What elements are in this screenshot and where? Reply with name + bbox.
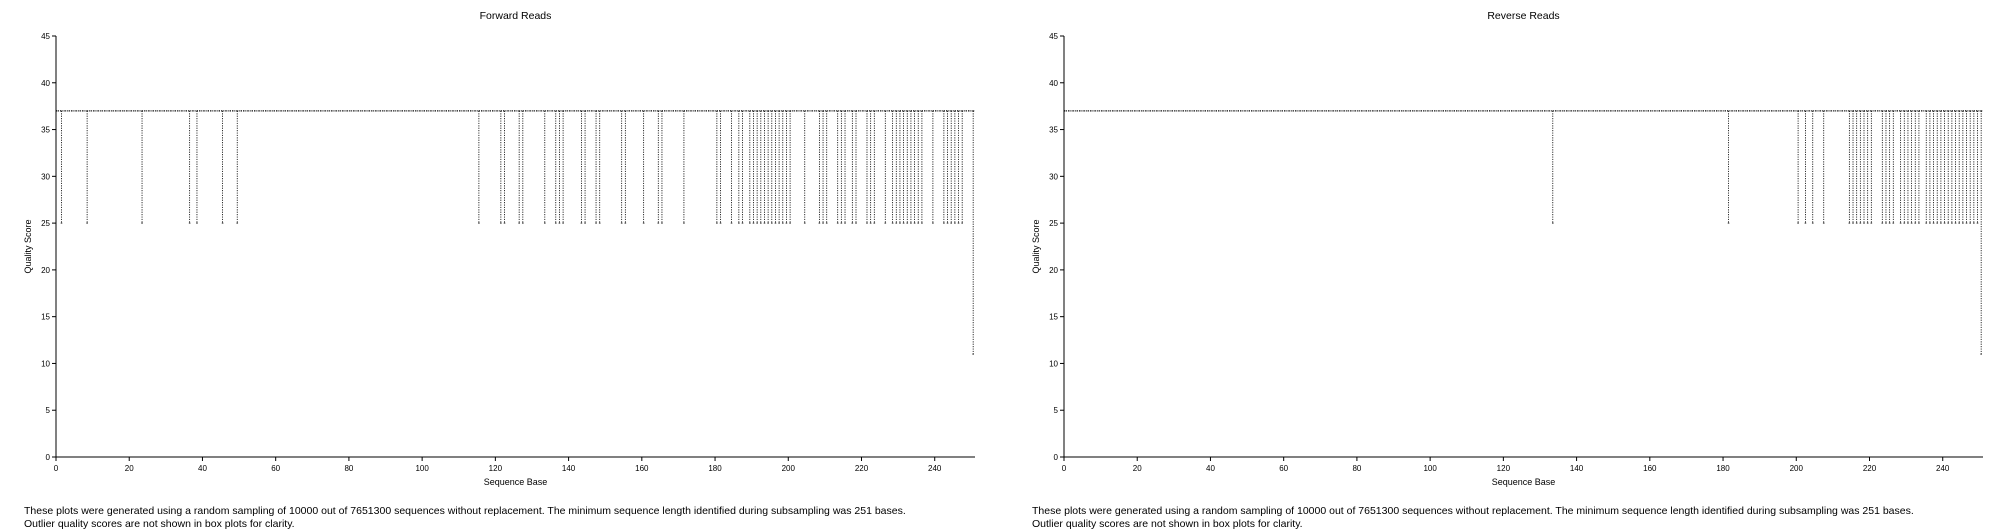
x-tick-label: 200 [782,464,796,473]
reverse-reads-footnote: These plots were generated using a rando… [1032,505,2000,531]
x-tick-label: 180 [1716,464,1730,473]
x-tick-label: 160 [635,464,649,473]
footnote-line-1: These plots were generated using a rando… [1032,505,1914,517]
y-tick-label: 5 [46,406,51,415]
y-tick-label: 30 [41,172,50,181]
y-tick-label: 10 [1049,359,1058,368]
x-tick-label: 0 [1062,464,1067,473]
x-tick-label: 80 [344,464,353,473]
reverse-reads-panel: Reverse Reads 0 5 10 15 20 25 30 35 40 45 0 20 40 60 80… [1008,0,2000,531]
footnote-line-2: Outlier quality scores are not shown in … [24,518,295,530]
x-tick-label: 60 [271,464,280,473]
y-tick-label: 25 [41,219,50,228]
y-tick-label: 20 [1049,266,1058,275]
x-axis-label: Sequence Base [484,477,548,487]
y-tick-label: 25 [1049,219,1058,228]
y-tick-label: 0 [46,453,51,462]
x-tick-label: 40 [1206,464,1215,473]
x-tick-label: 60 [1279,464,1288,473]
y-tick-label: 20 [41,266,50,275]
reverse-reads-chart: Reverse Reads 0 5 10 15 20 25 30 35 40 45 0 20 40 60 80… [1031,10,1983,487]
y-axis-label: Quality Score [1031,219,1041,273]
y-tick-label: 5 [1054,406,1059,415]
x-axis-label: Sequence Base [1492,477,1556,487]
x-tick-label: 180 [708,464,722,473]
x-tick-label: 0 [54,464,59,473]
x-tick-label: 80 [1352,464,1361,473]
x-tick-label: 140 [562,464,576,473]
x-tick-label: 220 [1863,464,1877,473]
x-tick-label: 100 [415,464,429,473]
x-tick-label: 200 [1790,464,1804,473]
x-tick-label: 100 [1423,464,1437,473]
x-tick-label: 20 [1133,464,1142,473]
y-tick-label: 15 [1049,313,1058,322]
y-tick-label: 10 [41,359,50,368]
y-axis-label: Quality Score [23,219,33,273]
y-tick-label: 40 [1049,79,1058,88]
y-tick-label: 40 [41,79,50,88]
chart-title: Reverse Reads [1487,10,1559,22]
x-tick-label: 160 [1643,464,1657,473]
x-tick-label: 40 [198,464,207,473]
footnote-line-2: Outlier quality scores are not shown in … [1032,518,1303,530]
forward-reads-footnote: These plots were generated using a rando… [24,505,1004,531]
x-tick-label: 140 [1570,464,1584,473]
x-tick-label: 20 [125,464,134,473]
chart-title: Forward Reads [480,10,552,22]
y-tick-label: 30 [1049,172,1058,181]
y-tick-label: 45 [1049,32,1058,41]
forward-reads-panel: Forward Reads 0 5 10 15 20 25 30 35 40 45 0 20 40 60 80… [23,10,975,530]
x-tick-label: 240 [928,464,942,473]
y-tick-label: 15 [41,313,50,322]
y-tick-label: 45 [41,32,50,41]
footnote-line-1: These plots were generated using a rando… [24,505,906,517]
y-tick-label: 35 [1049,126,1058,135]
x-tick-label: 220 [855,464,869,473]
x-tick-label: 120 [489,464,503,473]
x-tick-label: 120 [1497,464,1511,473]
forward-reads-chart: Forward Reads 0 5 10 15 20 25 30 35 40 45 0 20 40 60 80… [23,10,975,487]
x-tick-label: 240 [1936,464,1950,473]
y-tick-label: 35 [41,126,50,135]
y-tick-label: 0 [1054,453,1059,462]
